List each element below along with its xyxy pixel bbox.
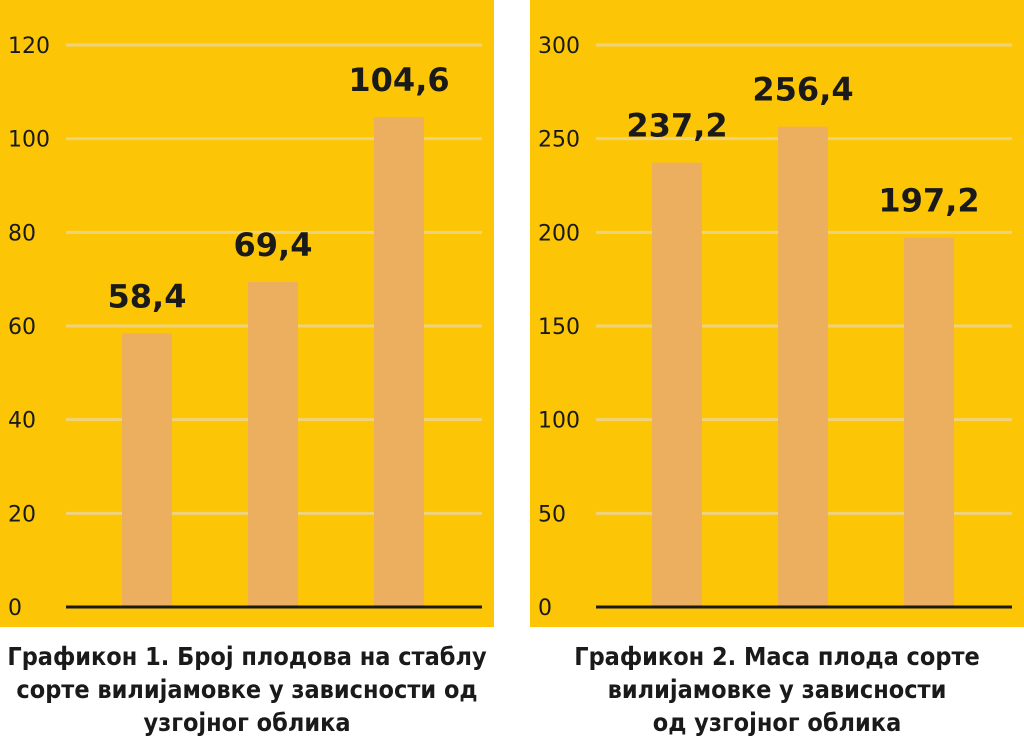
chart-1-bar: [122, 333, 172, 607]
chart-1-y-tick-label: 120: [8, 34, 50, 59]
chart-2-y-tick-label: 100: [538, 409, 580, 434]
chart-2-data-label: 256,4: [752, 71, 853, 109]
chart-2-y-tick-label: 150: [538, 315, 580, 340]
chart-1-data-label: 58,4: [108, 277, 187, 315]
chart-1-y-tick-label: 20: [8, 502, 36, 527]
chart-2-bar: [778, 126, 828, 607]
chart-2-data-label: 237,2: [626, 107, 727, 145]
chart-2-caption-line-2: вилијамовке у зависности: [607, 675, 947, 704]
chart-2-svg: 0 50 100 150 200 250 300 237,2 256,4 197,2: [530, 0, 1024, 627]
chart-1-svg: 0 20 40 60 80 100 120 58,4 69,4 104,6: [0, 0, 494, 627]
chart-2-y-tick-label: 200: [538, 221, 580, 246]
chart-2-caption: Графикон 2. Маса плода сорте вилијамовке…: [530, 640, 1024, 739]
chart-1-y-tick-label: 80: [8, 221, 36, 246]
chart-2-bar: [652, 162, 702, 608]
chart-2-y-tick-label: 50: [538, 502, 566, 527]
chart-1-bar: [374, 117, 424, 607]
chart-1-y-tick-label: 0: [8, 596, 22, 621]
chart-1-caption-line-2: сорте вилијамовке у зависности од: [16, 675, 478, 704]
chart-panel-1: 0 20 40 60 80 100 120 58,4 69,4 104,6: [0, 0, 494, 627]
chart-1-caption-line-1: Графикон 1. Број плодова на стаблу: [7, 642, 487, 671]
chart-1-caption: Графикон 1. Број плодова на стаблу сорте…: [0, 640, 494, 739]
chart-1-data-label: 104,6: [348, 61, 449, 99]
chart-1-y-tick-label: 40: [8, 409, 36, 434]
chart-2-y-tick-label: 300: [538, 34, 580, 59]
chart-2-caption-line-1: Графикон 2. Маса плода сорте: [574, 642, 980, 671]
chart-2-bar: [904, 237, 954, 607]
chart-2-data-label: 197,2: [878, 182, 979, 220]
chart-2-y-tick-label: 250: [538, 128, 580, 153]
chart-1-bar: [248, 281, 298, 607]
chart-2-caption-line-3: од узгојног облика: [652, 708, 902, 737]
chart-1-y-tick-label: 100: [8, 128, 50, 153]
chart-1-y-tick-label: 60: [8, 315, 36, 340]
chart-panel-2: 0 50 100 150 200 250 300 237,2 256,4 197,2: [530, 0, 1024, 627]
chart-1-data-label: 69,4: [234, 226, 313, 264]
chart-2-y-tick-label: 0: [538, 596, 552, 621]
chart-1-caption-line-3: узгојног облика: [143, 708, 351, 737]
